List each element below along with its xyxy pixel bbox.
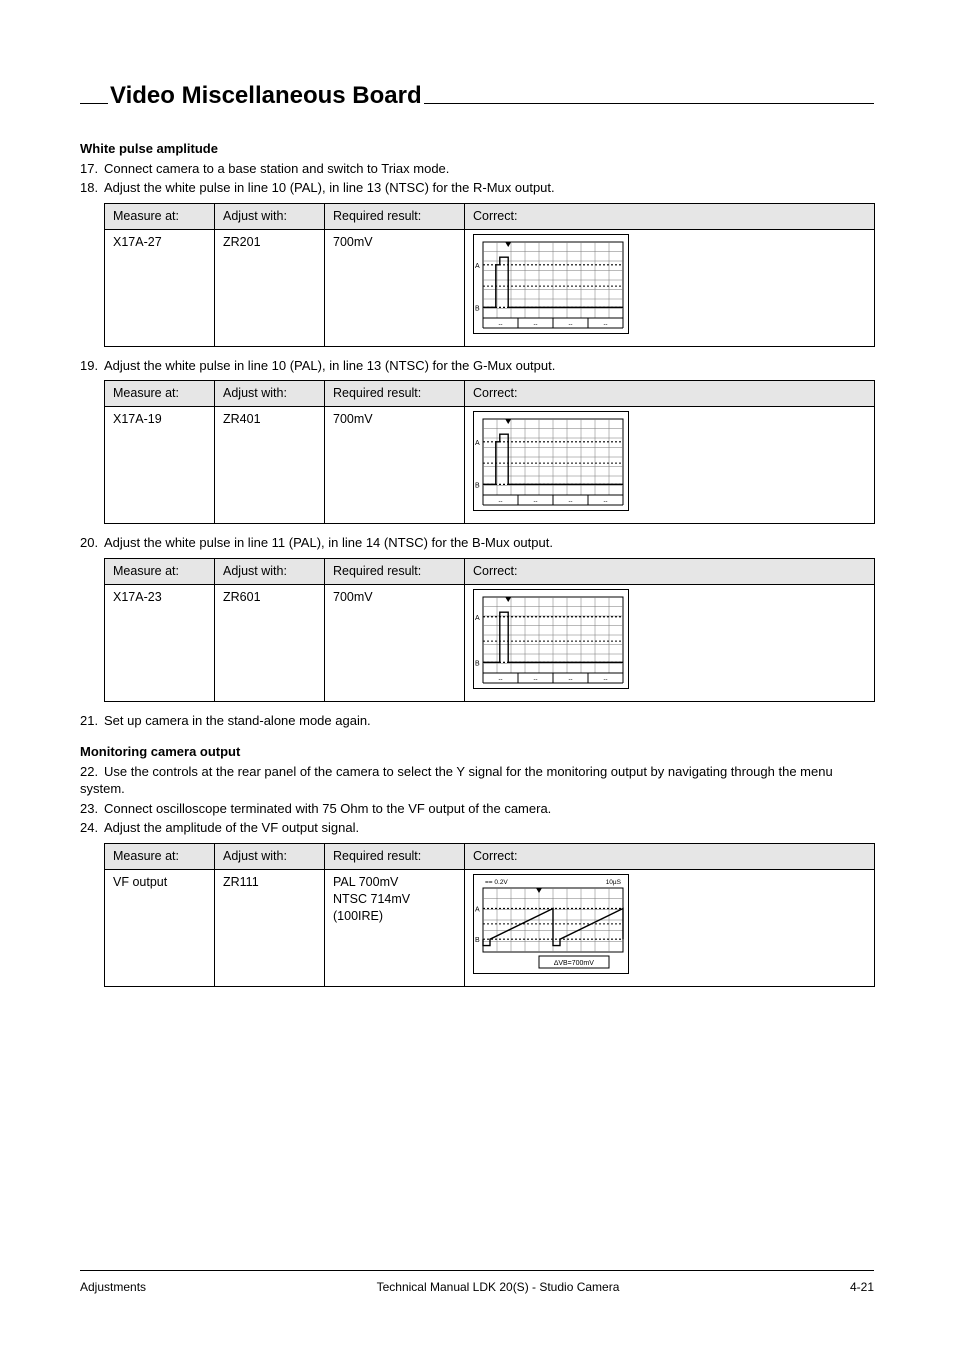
table-19-adjust: ZR401 <box>215 407 325 524</box>
svg-text:A: A <box>475 263 480 270</box>
step-21-text: Set up camera in the stand-alone mode ag… <box>104 713 371 728</box>
title-rule-left <box>80 103 108 104</box>
table-24-wrap: Measure at: Adjust with: Required result… <box>104 843 874 987</box>
table-24-result-l3: (100IRE) <box>333 909 383 923</box>
table-20-h4: Correct: <box>465 558 875 584</box>
step-17: 17.Connect camera to a base station and … <box>80 160 874 178</box>
table-18-h2: Adjust with: <box>215 204 325 230</box>
scope-20: A B -- -- -- -- <box>473 589 629 689</box>
table-20-h3: Required result: <box>325 558 465 584</box>
table-18-measure: X17A-27 <box>105 229 215 346</box>
table-18-wrap: Measure at: Adjust with: Required result… <box>104 203 874 347</box>
table-24-h2: Adjust with: <box>215 844 325 870</box>
svg-text:A: A <box>475 440 480 447</box>
step-24-text: Adjust the amplitude of the VF output si… <box>104 820 359 835</box>
table-18-correct: A B -- -- -- -- <box>465 229 875 346</box>
step-20: 20.Adjust the white pulse in line 11 (PA… <box>80 534 874 552</box>
svg-text:--: -- <box>499 499 503 505</box>
step-20-text: Adjust the white pulse in line 11 (PAL),… <box>104 535 553 550</box>
table-19-correct: A B -- -- -- -- <box>465 407 875 524</box>
svg-text:--: -- <box>534 322 538 328</box>
step-19: 19.Adjust the white pulse in line 10 (PA… <box>80 357 874 375</box>
svg-text:∆VB=700mV: ∆VB=700mV <box>554 960 594 967</box>
step-23-text: Connect oscilloscope terminated with 75 … <box>104 801 551 816</box>
table-20-result: 700mV <box>325 584 465 701</box>
svg-text:--: -- <box>604 322 608 328</box>
section-title-row: Video Miscellaneous Board <box>80 80 874 112</box>
svg-text:B: B <box>475 937 480 944</box>
table-24-h1: Measure at: <box>105 844 215 870</box>
svg-text:B: B <box>475 483 480 490</box>
table-24-result: PAL 700mV NTSC 714mV (100IRE) <box>325 869 465 986</box>
table-24-result-l2: NTSC 714mV <box>333 892 410 906</box>
svg-text:--: -- <box>569 677 573 683</box>
svg-text:10µS: 10µS <box>606 879 622 886</box>
table-24-measure: VF output <box>105 869 215 986</box>
table-24-result-l1: PAL 700mV <box>333 875 398 889</box>
step-21: 21.Set up camera in the stand-alone mode… <box>80 712 874 730</box>
footer-right: 4-21 <box>850 1279 874 1295</box>
svg-text:--: -- <box>569 499 573 505</box>
table-18-h4: Correct: <box>465 204 875 230</box>
svg-text:== 0.2V: == 0.2V <box>485 879 508 886</box>
table-18: Measure at: Adjust with: Required result… <box>104 203 875 347</box>
table-18-h3: Required result: <box>325 204 465 230</box>
svg-text:--: -- <box>499 322 503 328</box>
table-24-h4: Correct: <box>465 844 875 870</box>
step-22-text: Use the controls at the rear panel of th… <box>80 764 833 797</box>
scope-24: == 0.2V 10µS A B ∆VB=700mV <box>473 874 629 974</box>
scope-19: A B -- -- -- -- <box>473 411 629 511</box>
svg-text:--: -- <box>534 499 538 505</box>
table-19-h4: Correct: <box>465 381 875 407</box>
table-20-adjust: ZR601 <box>215 584 325 701</box>
white-pulse-heading: White pulse amplitude <box>80 140 874 158</box>
svg-text:B: B <box>475 660 480 667</box>
step-18-text: Adjust the white pulse in line 10 (PAL),… <box>104 180 555 195</box>
table-20-wrap: Measure at: Adjust with: Required result… <box>104 558 874 702</box>
step-22: 22.Use the controls at the rear panel of… <box>80 763 874 798</box>
footer-center: Technical Manual LDK 20(S) - Studio Came… <box>377 1279 620 1295</box>
monitoring-heading: Monitoring camera output <box>80 743 874 761</box>
step-23: 23.Connect oscilloscope terminated with … <box>80 800 874 818</box>
svg-text:--: -- <box>499 677 503 683</box>
table-20-measure: X17A-23 <box>105 584 215 701</box>
table-20-correct: A B -- -- -- -- <box>465 584 875 701</box>
scope-18: A B -- -- -- -- <box>473 234 629 334</box>
table-20-h1: Measure at: <box>105 558 215 584</box>
step-19-text: Adjust the white pulse in line 10 (PAL),… <box>104 358 555 373</box>
table-19-h1: Measure at: <box>105 381 215 407</box>
table-24-correct: == 0.2V 10µS A B ∆VB=700mV <box>465 869 875 986</box>
step-18: 18.Adjust the white pulse in line 10 (PA… <box>80 179 874 197</box>
svg-text:--: -- <box>569 322 573 328</box>
table-19-h3: Required result: <box>325 381 465 407</box>
table-18-adjust: ZR201 <box>215 229 325 346</box>
table-20-h2: Adjust with: <box>215 558 325 584</box>
step-17-text: Connect camera to a base station and swi… <box>104 161 449 176</box>
table-19-wrap: Measure at: Adjust with: Required result… <box>104 380 874 524</box>
table-24-adjust: ZR111 <box>215 869 325 986</box>
table-19-h2: Adjust with: <box>215 381 325 407</box>
section-title: Video Miscellaneous Board <box>108 80 424 112</box>
footer-left: Adjustments <box>80 1279 146 1295</box>
table-24: Measure at: Adjust with: Required result… <box>104 843 875 987</box>
svg-text:A: A <box>475 906 480 913</box>
svg-text:--: -- <box>604 677 608 683</box>
title-rule-right <box>424 103 874 104</box>
table-18-h1: Measure at: <box>105 204 215 230</box>
step-24: 24.Adjust the amplitude of the VF output… <box>80 819 874 837</box>
table-24-h3: Required result: <box>325 844 465 870</box>
table-19-result: 700mV <box>325 407 465 524</box>
svg-text:A: A <box>475 615 480 622</box>
svg-text:--: -- <box>604 499 608 505</box>
svg-text:B: B <box>475 305 480 312</box>
table-19: Measure at: Adjust with: Required result… <box>104 380 875 524</box>
page-footer: Adjustments Technical Manual LDK 20(S) -… <box>80 1270 874 1295</box>
table-19-measure: X17A-19 <box>105 407 215 524</box>
table-20: Measure at: Adjust with: Required result… <box>104 558 875 702</box>
table-18-result: 700mV <box>325 229 465 346</box>
svg-text:--: -- <box>534 677 538 683</box>
